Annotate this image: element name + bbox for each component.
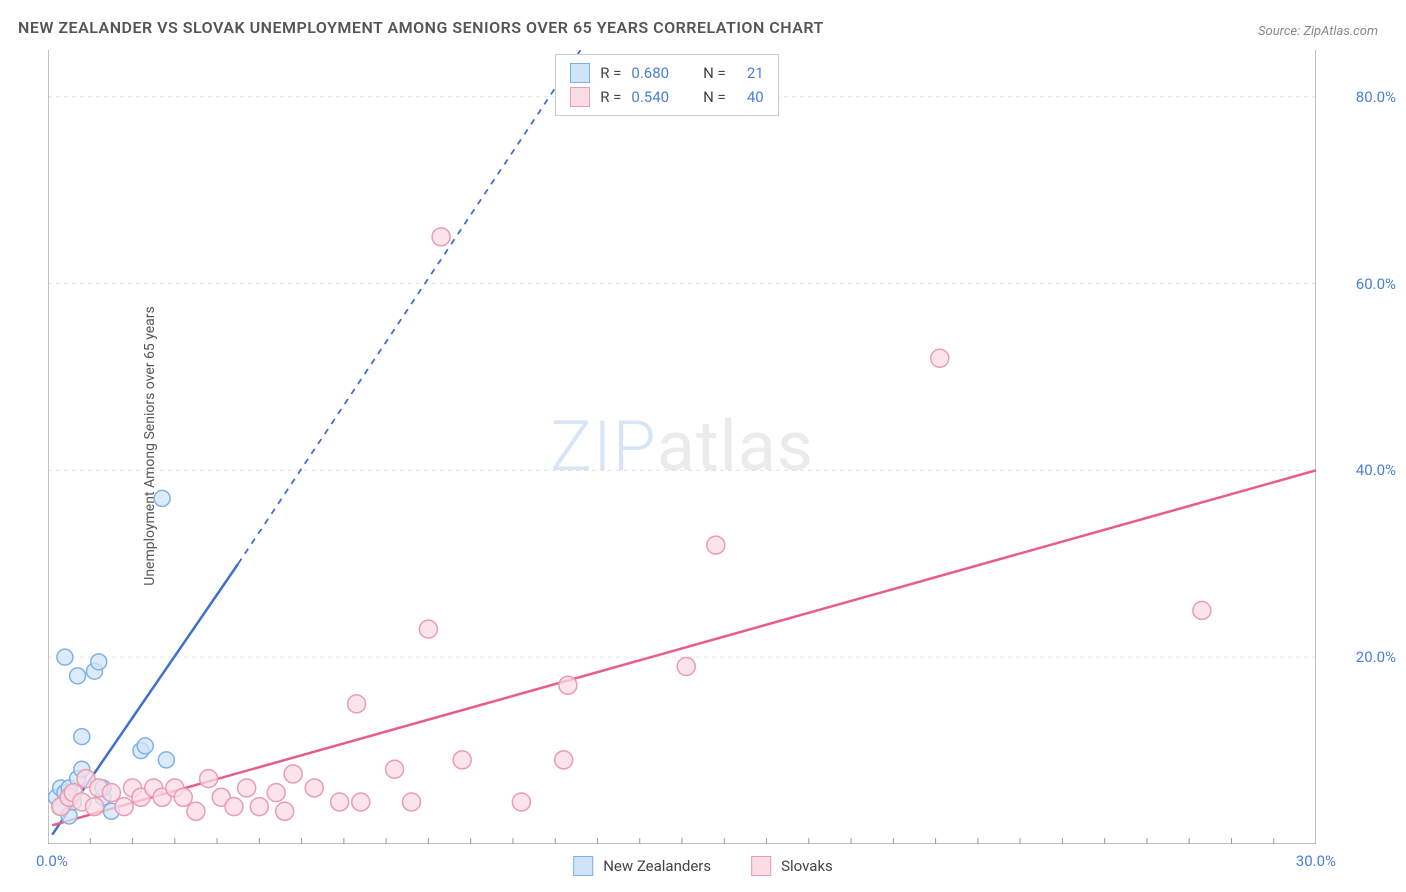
r-value: 0.680	[631, 61, 669, 85]
n-label: N =	[703, 85, 726, 109]
legend-swatch	[751, 856, 771, 876]
stats-row: R = 0.540 N = 40	[570, 85, 764, 109]
legend-label: Slovaks	[781, 857, 833, 875]
r-label: R =	[600, 85, 621, 109]
source-name: ZipAtlas.com	[1303, 24, 1378, 39]
y-tick-label: 60.0%	[1356, 275, 1396, 293]
stats-swatch	[570, 87, 590, 107]
y-tick-label: 80.0%	[1356, 88, 1396, 106]
chart-plot-area: ZIPatlas R =0.680N =21R =0.540N =40 20.0…	[48, 50, 1316, 844]
source-prefix: Source:	[1258, 24, 1303, 39]
scatter-plot-svg	[48, 50, 1316, 844]
n-value: 21	[736, 61, 764, 85]
stats-row: R = 0.680 N = 21	[570, 61, 764, 85]
r-value: 0.540	[631, 85, 669, 109]
chart-title: NEW ZEALANDER VS SLOVAK UNEMPLOYMENT AMO…	[18, 18, 824, 37]
legend-label: New Zealanders	[603, 857, 711, 875]
n-label: N =	[703, 61, 726, 85]
stats-swatch	[570, 63, 590, 83]
n-value: 40	[736, 85, 764, 109]
y-tick-label: 20.0%	[1356, 648, 1396, 666]
legend-item: New Zealanders	[573, 856, 711, 876]
y-tick-label: 40.0%	[1356, 461, 1396, 479]
correlation-stats-box: R = 0.680 N = 21 R = 0.540 N = 40	[555, 54, 779, 116]
source-attribution: Source: ZipAtlas.com	[1258, 24, 1378, 39]
r-label: R =	[600, 61, 621, 85]
x-tick-max: 30.0%	[1296, 852, 1336, 870]
legend: New Zealanders Slovaks	[573, 856, 833, 876]
legend-item: Slovaks	[751, 856, 833, 876]
legend-swatch	[573, 856, 593, 876]
x-tick-min: 0.0%	[36, 852, 68, 870]
